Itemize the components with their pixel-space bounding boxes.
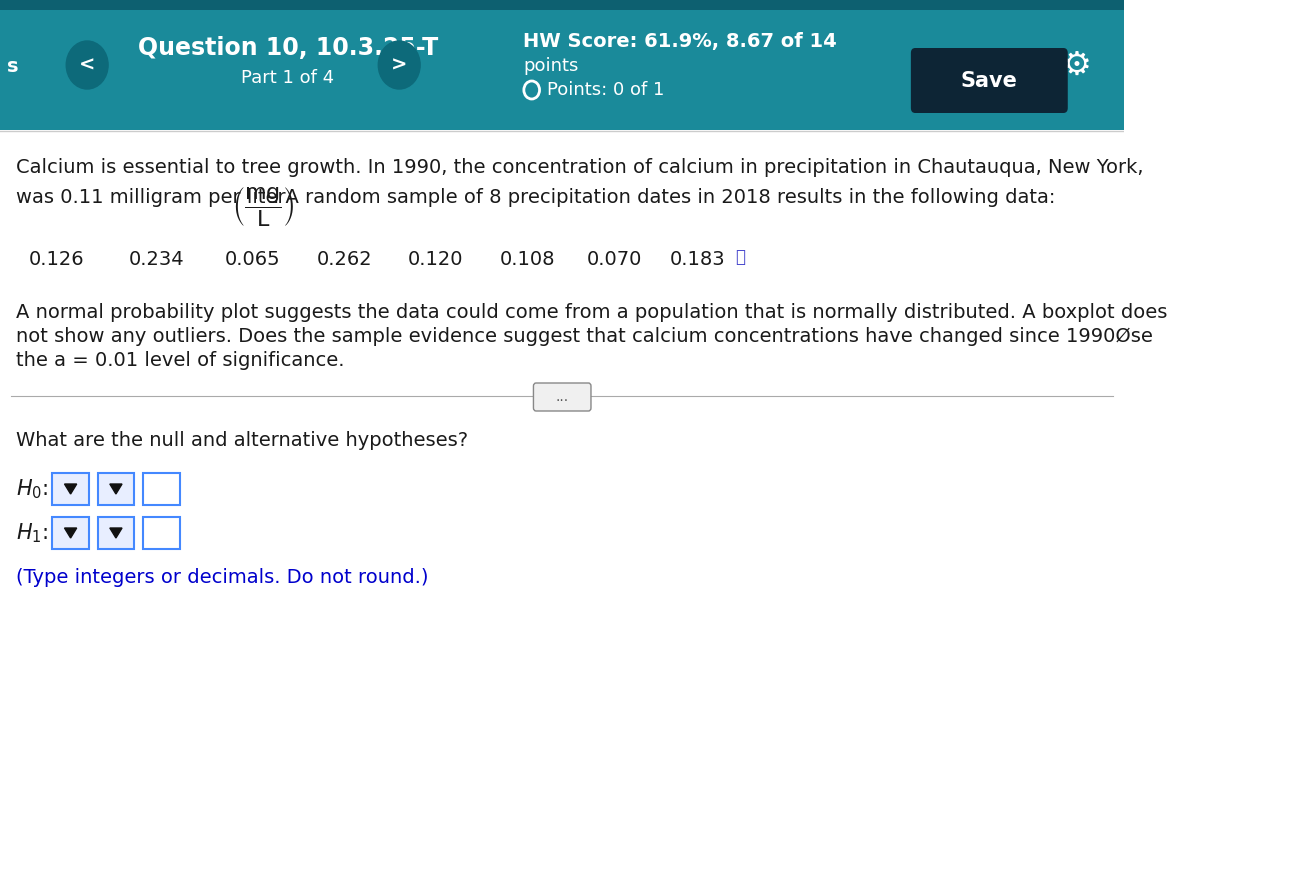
- Bar: [53, 473, 89, 505]
- Text: >: >: [391, 55, 408, 74]
- Text: $H_0$:: $H_0$:: [15, 477, 48, 501]
- Text: 0.120: 0.120: [408, 250, 463, 269]
- Text: . A random sample of 8 precipitation dates in 2018 results in the following data: . A random sample of 8 precipitation dat…: [272, 188, 1055, 207]
- Bar: [53, 517, 89, 549]
- Text: 0.108: 0.108: [499, 250, 555, 269]
- Polygon shape: [64, 484, 76, 494]
- Text: ⚙: ⚙: [1062, 48, 1091, 81]
- FancyBboxPatch shape: [534, 383, 591, 411]
- Text: 0.126: 0.126: [28, 250, 84, 269]
- Text: Question 10, 10.3.25-T: Question 10, 10.3.25-T: [138, 36, 437, 60]
- Text: was 0.11 milligram per liter: was 0.11 milligram per liter: [15, 188, 285, 207]
- Polygon shape: [110, 484, 123, 494]
- Text: What are the null and alternative hypotheses?: What are the null and alternative hypoth…: [15, 431, 468, 450]
- Polygon shape: [64, 528, 76, 538]
- Bar: [0, 0, 1125, 10]
- Text: ...: ...: [556, 390, 569, 404]
- Text: HW Score: 61.9%, 8.67 of 14: HW Score: 61.9%, 8.67 of 14: [522, 32, 837, 52]
- Text: 0.234: 0.234: [129, 250, 184, 269]
- Text: the a = 0.01 level of significance.: the a = 0.01 level of significance.: [15, 351, 344, 370]
- Text: <: <: [79, 55, 95, 74]
- Text: Points: 0 of 1: Points: 0 of 1: [547, 81, 664, 99]
- Text: Save: Save: [961, 71, 1018, 91]
- Text: not show any outliers. Does the sample evidence suggest that calcium concentrati: not show any outliers. Does the sample e…: [15, 327, 1152, 346]
- Text: 0.065: 0.065: [224, 250, 281, 269]
- Text: $\left(\dfrac{\mathrm{mg}}{\mathrm{L}}\right)$: $\left(\dfrac{\mathrm{mg}}{\mathrm{L}}\r…: [232, 185, 294, 228]
- Text: Calcium is essential to tree growth. In 1990, the concentration of calcium in pr: Calcium is essential to tree growth. In …: [15, 158, 1143, 177]
- Text: 0.262: 0.262: [316, 250, 372, 269]
- Text: ⎘: ⎘: [735, 248, 744, 266]
- Bar: [143, 473, 179, 505]
- Circle shape: [66, 41, 108, 89]
- Text: Part 1 of 4: Part 1 of 4: [241, 69, 334, 87]
- Bar: [0, 0, 1125, 130]
- Bar: [98, 517, 134, 549]
- Text: (Type integers or decimals. Do not round.): (Type integers or decimals. Do not round…: [15, 568, 428, 587]
- Text: 0.070: 0.070: [587, 250, 642, 269]
- Text: 0.183: 0.183: [670, 250, 725, 269]
- Text: points: points: [522, 57, 578, 75]
- Text: s: s: [6, 58, 18, 76]
- Bar: [143, 517, 179, 549]
- Text: A normal probability plot suggests the data could come from a population that is: A normal probability plot suggests the d…: [15, 303, 1167, 322]
- FancyBboxPatch shape: [911, 48, 1068, 113]
- Circle shape: [378, 41, 421, 89]
- Bar: [98, 473, 134, 505]
- Polygon shape: [110, 528, 123, 538]
- Text: $H_1$:: $H_1$:: [15, 521, 48, 545]
